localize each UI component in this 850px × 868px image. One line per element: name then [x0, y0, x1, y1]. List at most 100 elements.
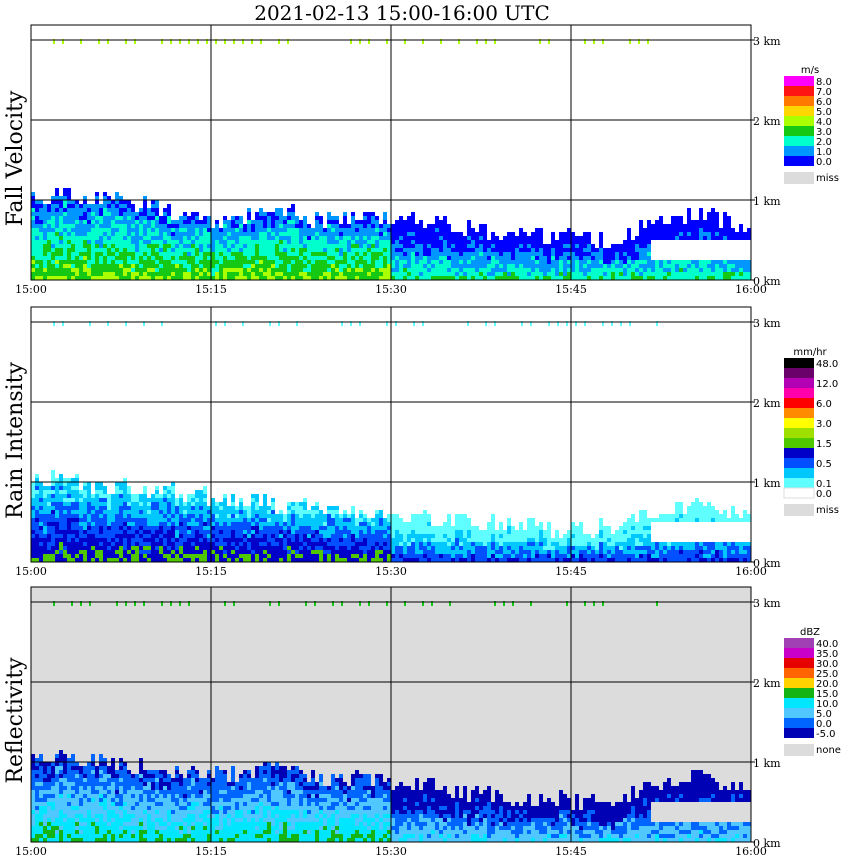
echo-cell — [159, 244, 163, 248]
echo-cell — [243, 236, 247, 240]
echo-cell — [439, 232, 443, 236]
echo-cell — [435, 244, 439, 248]
echo-cell — [103, 490, 107, 494]
echo-cell — [567, 276, 571, 280]
echo-cell — [707, 510, 711, 514]
echo-cell — [143, 526, 147, 530]
echo-cell — [135, 526, 139, 530]
echo-cell — [199, 220, 203, 224]
echo-cell — [59, 518, 63, 522]
echo-cell — [531, 272, 535, 276]
echo-cell — [483, 272, 487, 276]
echo-cell — [547, 530, 551, 534]
echo-cell — [267, 550, 271, 554]
echo-cell — [63, 276, 67, 280]
echo-cell — [147, 554, 151, 558]
artifact-mark — [548, 39, 550, 44]
echo-cell — [227, 232, 231, 236]
echo-cell — [471, 228, 475, 232]
echo-cell — [539, 542, 543, 546]
echo-cell — [375, 526, 379, 530]
echo-cell — [187, 534, 191, 538]
echo-cell — [395, 232, 399, 236]
echo-cell — [387, 554, 391, 558]
echo-cell — [631, 518, 635, 522]
echo-cell — [287, 514, 291, 518]
echo-cell — [699, 228, 703, 232]
echo-cell — [139, 506, 143, 510]
echo-cell — [647, 522, 651, 526]
artifact-mark — [107, 39, 109, 44]
echo-cell — [63, 502, 67, 506]
echo-cell — [79, 240, 83, 244]
echo-cell — [315, 260, 319, 264]
echo-cell — [115, 514, 119, 518]
echo-cell — [483, 244, 487, 248]
echo-cell — [715, 268, 719, 272]
echo-cell — [699, 212, 703, 216]
echo-cell — [63, 256, 67, 260]
echo-cell — [427, 558, 431, 562]
echo-cell — [31, 490, 35, 494]
echo-cell — [331, 232, 335, 236]
echo-cell — [259, 268, 263, 272]
echo-cell — [223, 244, 227, 248]
echo-cell — [87, 248, 91, 252]
echo-cell — [119, 534, 123, 538]
echo-cell — [403, 542, 407, 546]
echo-cell — [551, 558, 555, 562]
echo-cell — [467, 550, 471, 554]
echo-cell — [63, 530, 67, 534]
echo-cell — [515, 276, 519, 280]
echo-cell — [159, 268, 163, 272]
echo-cell — [435, 550, 439, 554]
echo-cell — [667, 550, 671, 554]
echo-cell — [371, 542, 375, 546]
echo-cell — [343, 216, 347, 220]
echo-cell — [447, 252, 451, 256]
echo-cell — [643, 272, 647, 276]
echo-cell — [175, 272, 179, 276]
echo-cell — [731, 550, 735, 554]
echo-cell — [503, 268, 507, 272]
echo-cell — [535, 240, 539, 244]
echo-cell — [567, 260, 571, 264]
echo-cell — [199, 272, 203, 276]
echo-cell — [587, 260, 591, 264]
echo-cell — [735, 272, 739, 276]
echo-cell — [103, 260, 107, 264]
echo-cell — [367, 518, 371, 522]
echo-cell — [155, 204, 159, 208]
echo-cell — [107, 498, 111, 502]
echo-cell — [67, 522, 71, 526]
echo-cell — [311, 232, 315, 236]
echo-cell — [107, 506, 111, 510]
echo-cell — [163, 490, 167, 494]
echo-cell — [575, 264, 579, 268]
echo-cell — [427, 530, 431, 534]
echo-cell — [559, 236, 563, 240]
echo-cell — [747, 236, 751, 240]
echo-cell — [307, 236, 311, 240]
echo-cell — [391, 228, 395, 232]
echo-cell — [67, 196, 71, 200]
echo-cell — [603, 558, 607, 562]
echo-cell — [307, 554, 311, 558]
echo-cell — [311, 534, 315, 538]
echo-cell — [523, 232, 527, 236]
echo-cell — [695, 550, 699, 554]
echo-cell — [623, 522, 627, 526]
echo-cell — [527, 244, 531, 248]
echo-cell — [383, 224, 387, 228]
echo-cell — [347, 264, 351, 268]
echo-cell — [383, 244, 387, 248]
echo-cell — [371, 236, 375, 240]
echo-cell — [167, 506, 171, 510]
echo-cell — [231, 498, 235, 502]
echo-cell — [103, 554, 107, 558]
echo-cell — [171, 224, 175, 228]
echo-cell — [691, 228, 695, 232]
echo-cell — [135, 228, 139, 232]
echo-cell — [599, 518, 603, 522]
echo-cell — [35, 538, 39, 542]
